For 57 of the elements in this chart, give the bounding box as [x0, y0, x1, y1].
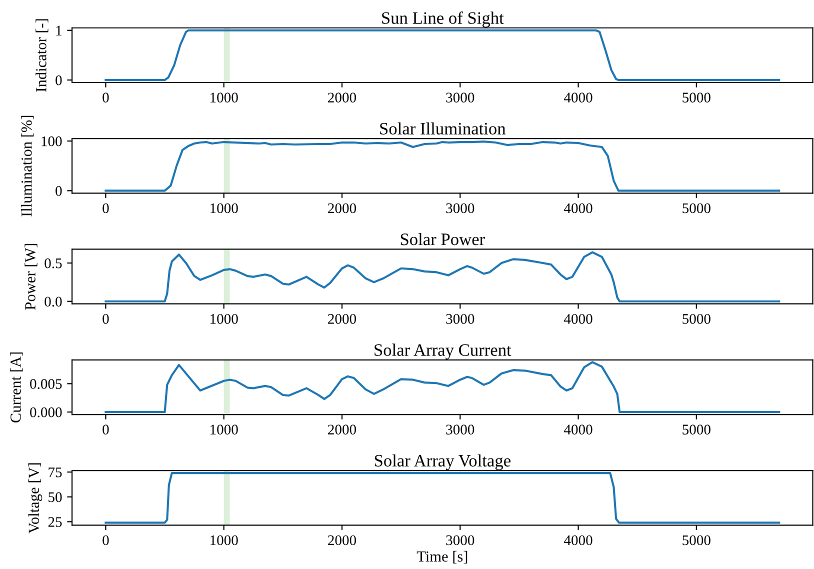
y-axis-title: Current [A] [10, 352, 23, 422]
y-tick-label: 0 [56, 75, 62, 86]
chart-title: Solar Array Current [374, 344, 512, 360]
x-axis-title: Time [s] [416, 550, 468, 564]
y-tick-label: 0.005 [30, 379, 62, 389]
x-tick-label: 1000 [210, 314, 238, 324]
chart-title: Sun Line of Sight [382, 11, 504, 28]
x-tick-label: 4000 [564, 314, 592, 324]
y-axis-title: Voltage [V] [28, 463, 42, 534]
x-tick-label: 4000 [564, 92, 592, 102]
line-series [104, 472, 780, 524]
x-tick-label: 0 [102, 314, 109, 324]
x-tick-label: 3000 [446, 203, 474, 214]
line-series [104, 140, 780, 192]
chart-title: Solar Illumination [380, 122, 506, 135]
x-tick-label: 4000 [564, 535, 592, 546]
y-axis-title: Power [W] [24, 244, 38, 310]
x-tick-label: 1000 [210, 424, 238, 434]
y-axis-title: Indicator [-] [36, 19, 48, 92]
x-tick-label: 2000 [328, 424, 356, 434]
x-tick-label: 1000 [210, 535, 238, 546]
y-tick-label: 0.0 [44, 296, 62, 307]
x-tick-label: 3000 [446, 424, 474, 434]
x-tick-label: 4000 [564, 203, 592, 214]
x-tick-label: 2000 [328, 92, 356, 102]
y-tick-label: 25 [48, 517, 62, 527]
x-tick-label: 0 [102, 203, 109, 214]
x-tick-label: 0 [102, 535, 109, 546]
chart-title: Solar Array Voltage [374, 454, 510, 470]
y-tick-label: 1 [56, 26, 62, 36]
x-tick-label: 5000 [682, 424, 710, 434]
x-tick-label: 0 [102, 424, 109, 434]
y-tick-label: 0.000 [30, 407, 62, 418]
x-tick-label: 5000 [682, 535, 710, 546]
x-tick-label: 0 [102, 92, 109, 102]
x-tick-label: 3000 [446, 535, 474, 546]
x-tick-label: 2000 [328, 535, 356, 546]
y-tick-label: 0.5 [44, 258, 62, 268]
x-tick-label: 1000 [210, 92, 238, 102]
line-series [104, 361, 780, 414]
y-axis-title: Illumination [%] [21, 116, 34, 216]
x-tick-label: 5000 [682, 314, 710, 324]
y-tick-label: 0 [56, 186, 62, 196]
chart-title: Solar Power [400, 233, 485, 246]
y-tick-label: 100 [42, 136, 62, 146]
y-tick-label: 50 [48, 492, 62, 502]
line-series [104, 251, 780, 302]
x-tick-label: 3000 [446, 314, 474, 324]
x-tick-label: 5000 [682, 203, 710, 214]
x-tick-label: 1000 [210, 203, 238, 214]
x-tick-label: 3000 [446, 92, 474, 102]
x-tick-label: 4000 [564, 424, 592, 434]
line-series [104, 29, 780, 82]
x-tick-label: 5000 [682, 92, 710, 102]
x-tick-label: 2000 [328, 203, 356, 214]
x-tick-label: 2000 [328, 314, 356, 324]
y-tick-label: 75 [48, 468, 62, 478]
